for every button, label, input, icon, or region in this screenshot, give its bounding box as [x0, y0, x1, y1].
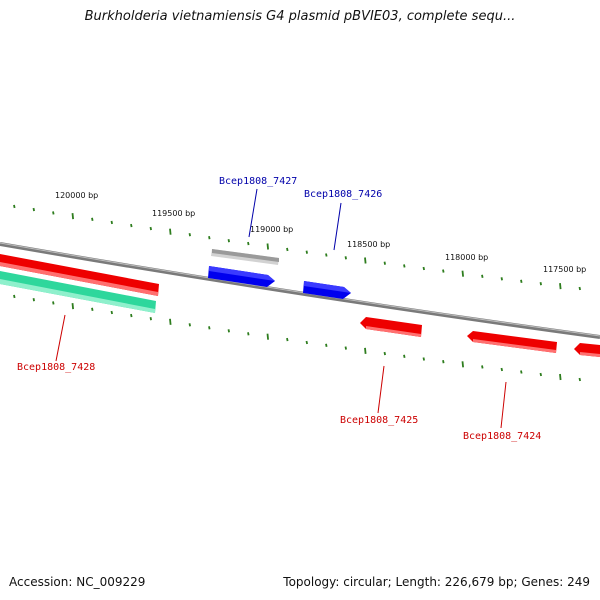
tick-mark	[325, 343, 328, 347]
tick-mark	[13, 204, 16, 209]
tick-mark	[442, 360, 445, 364]
tick-mark	[481, 274, 484, 278]
tick-mark	[403, 354, 406, 358]
tick-mark	[227, 239, 230, 243]
tick-mark	[110, 220, 113, 225]
tick-mark	[188, 233, 191, 237]
gene-bcep1808-7424[interactable]	[467, 331, 557, 353]
tick-mark	[539, 282, 542, 286]
tick-mark	[461, 270, 464, 277]
tick-mark	[500, 277, 503, 281]
leader-line-7428	[55, 314, 66, 362]
tick-label-117500: 117500 bp	[543, 265, 586, 274]
gene-label-7424[interactable]: Bcep1808_7424	[463, 431, 541, 442]
tick-mark	[169, 228, 172, 235]
tick-mark	[286, 247, 289, 252]
tick-mark	[247, 332, 250, 336]
gene-label-7426[interactable]: Bcep1808_7426	[304, 189, 382, 200]
tick-mark	[403, 264, 406, 268]
tick-mark	[559, 373, 562, 381]
tick-mark	[71, 213, 74, 220]
tick-mark	[578, 286, 581, 291]
tick-mark	[130, 223, 133, 228]
leader-line-7426	[333, 202, 342, 251]
sequence-title: Burkholderia vietnamiensis G4 plasmid pB…	[84, 9, 516, 24]
gene-label-7428[interactable]: Bcep1808_7428	[17, 362, 95, 373]
tick-mark	[208, 236, 211, 240]
inner-tick-marks	[13, 294, 581, 382]
tick-mark	[422, 266, 425, 271]
tick-mark	[481, 365, 484, 369]
backbone-highlight	[0, 242, 600, 337]
tick-mark	[559, 283, 562, 290]
tick-mark	[344, 346, 347, 350]
tick-mark	[91, 217, 94, 221]
gene-bcep1808-7428[interactable]	[0, 254, 159, 296]
tick-mark	[71, 303, 74, 310]
tick-mark	[91, 307, 94, 311]
tick-mark	[383, 261, 386, 265]
tick-mark	[344, 256, 347, 260]
tick-mark	[169, 318, 172, 325]
tick-mark	[188, 323, 191, 327]
gene-label-7425[interactable]: Bcep1808_7425	[340, 415, 418, 426]
leader-line-7424	[500, 381, 507, 429]
tick-mark	[149, 317, 152, 321]
tick-mark	[364, 347, 367, 354]
tick-mark	[266, 333, 269, 340]
gene-label-7427[interactable]: Bcep1808_7427	[219, 176, 297, 187]
gene-gray[interactable]	[211, 249, 279, 265]
tick-mark	[461, 361, 464, 368]
tick-mark	[208, 326, 211, 330]
outer-tick-marks	[13, 204, 581, 291]
tick-mark	[130, 313, 133, 318]
gene-bcep1808-7427[interactable]	[208, 266, 275, 287]
tick-mark	[32, 298, 35, 302]
gene-bcep1808-7426[interactable]	[303, 281, 351, 299]
tick-mark	[422, 357, 425, 361]
topology-summary: Topology: circular; Length: 226,679 bp; …	[283, 575, 590, 589]
tick-mark	[364, 257, 367, 264]
tick-mark	[286, 337, 289, 342]
tick-mark	[32, 207, 35, 212]
leader-line-7425	[377, 365, 385, 414]
gene-rna[interactable]	[0, 271, 156, 313]
tick-mark	[52, 301, 55, 305]
gene-partial-right[interactable]	[574, 343, 600, 357]
tick-mark	[266, 243, 269, 250]
tick-mark	[110, 310, 113, 315]
tick-mark	[52, 211, 55, 215]
tick-mark	[578, 377, 581, 382]
tick-mark	[13, 294, 16, 299]
tick-mark	[500, 367, 503, 372]
tick-mark	[325, 253, 328, 257]
backbone-line	[0, 242, 600, 339]
accession-label: Accession: NC_009229	[9, 575, 146, 589]
tick-label-118000: 118000 bp	[445, 253, 488, 262]
tick-mark	[149, 226, 152, 231]
tick-label-118500: 118500 bp	[347, 240, 390, 249]
tick-mark	[520, 279, 523, 283]
tick-mark	[520, 370, 523, 374]
tick-label-120000: 120000 bp	[55, 191, 98, 200]
tick-mark	[305, 340, 308, 345]
tick-label-119000: 119000 bp	[250, 225, 293, 234]
tick-mark	[227, 329, 230, 333]
tick-mark	[305, 250, 308, 254]
gene-bcep1808-7425[interactable]	[360, 317, 422, 337]
tick-mark	[383, 351, 386, 356]
tick-mark	[442, 269, 445, 273]
leader-line-7427	[248, 188, 258, 238]
tick-label-119500: 119500 bp	[152, 209, 195, 218]
tick-mark	[247, 241, 250, 246]
tick-mark	[539, 372, 542, 377]
